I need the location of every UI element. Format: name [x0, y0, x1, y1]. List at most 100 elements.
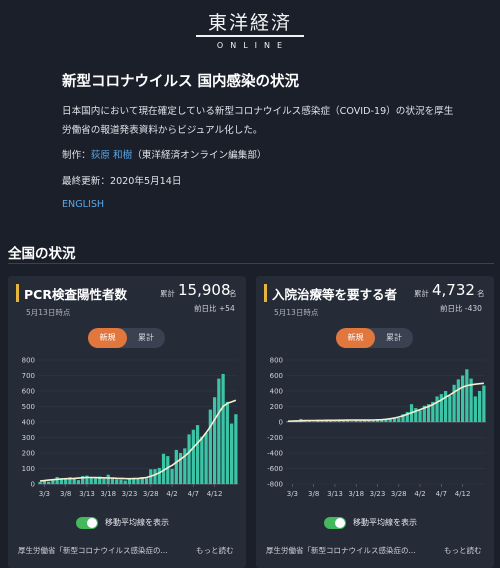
bar[interactable] [439, 394, 443, 422]
bar[interactable] [178, 453, 183, 484]
author-link[interactable]: 荻原 和樹 [90, 150, 133, 161]
moving-average-switch[interactable] [324, 517, 346, 529]
bar[interactable] [59, 478, 64, 484]
bar[interactable] [157, 467, 161, 484]
card-title: 入院治療等を要する者 [272, 287, 398, 302]
read-more-link[interactable]: もっと読む [444, 546, 482, 555]
bar[interactable] [456, 379, 460, 422]
bar[interactable] [106, 474, 110, 484]
bar[interactable] [380, 420, 384, 422]
bar[interactable] [170, 468, 174, 484]
bar[interactable] [64, 478, 68, 484]
bar[interactable] [307, 420, 312, 422]
bar[interactable] [460, 375, 465, 423]
bar[interactable] [333, 421, 337, 422]
y-tick-label: 100 [22, 465, 35, 473]
moving-average-switch[interactable] [76, 517, 98, 529]
bar[interactable] [358, 420, 363, 422]
bar[interactable] [397, 418, 401, 422]
bar[interactable] [47, 481, 51, 484]
bar[interactable] [473, 396, 477, 422]
bar[interactable] [234, 414, 238, 484]
site-logo[interactable]: 東洋経済 ONLINE [0, 12, 500, 52]
bar[interactable] [478, 391, 482, 422]
bar[interactable] [320, 421, 324, 422]
bar[interactable] [363, 420, 367, 422]
bar[interactable] [110, 478, 115, 484]
bar[interactable] [448, 395, 452, 422]
bar[interactable] [183, 448, 187, 484]
bar[interactable] [127, 478, 132, 484]
x-tick-label: 3/8 [308, 490, 319, 498]
bar[interactable] [212, 397, 217, 484]
bar[interactable] [161, 453, 166, 484]
bar[interactable] [42, 480, 46, 484]
bar[interactable] [221, 373, 225, 484]
bar[interactable] [89, 477, 93, 484]
bar[interactable] [119, 479, 123, 484]
bar[interactable] [102, 478, 106, 484]
bar[interactable] [375, 419, 380, 422]
bar[interactable] [401, 414, 405, 422]
bar[interactable] [81, 475, 85, 484]
bar[interactable] [469, 378, 473, 422]
bar[interactable] [346, 420, 350, 422]
bar[interactable] [98, 476, 102, 484]
bar[interactable] [187, 434, 191, 484]
bar[interactable] [465, 369, 469, 422]
bar[interactable] [166, 456, 170, 484]
bar[interactable] [303, 421, 307, 422]
bar[interactable] [153, 469, 157, 484]
bar[interactable] [341, 420, 346, 422]
bar[interactable] [51, 479, 55, 484]
toggle-cumulative-button[interactable]: 累計 [138, 333, 154, 342]
view-toggle: 新規 累計 [336, 328, 413, 348]
toggle-new-button[interactable]: 新規 [336, 328, 375, 348]
bar[interactable] [174, 449, 178, 484]
bar[interactable] [435, 396, 439, 422]
bar[interactable] [329, 420, 333, 422]
bar[interactable] [140, 477, 144, 484]
bar[interactable] [392, 417, 397, 422]
bar[interactable] [388, 419, 392, 422]
bar[interactable] [144, 478, 149, 484]
bar[interactable] [230, 423, 234, 484]
bar[interactable] [426, 404, 431, 422]
bar[interactable] [405, 411, 409, 422]
english-link[interactable]: ENGLISH [62, 199, 105, 210]
bar[interactable] [204, 432, 208, 484]
bar[interactable] [115, 479, 119, 484]
bar[interactable] [68, 477, 72, 484]
bar[interactable] [132, 477, 136, 484]
bar[interactable] [414, 408, 418, 422]
bar[interactable] [367, 420, 371, 422]
bar[interactable] [371, 420, 375, 422]
x-tick-label: 3/3 [39, 490, 50, 498]
bar[interactable] [85, 475, 89, 484]
bar[interactable] [195, 425, 200, 484]
bar[interactable] [55, 477, 59, 484]
bar[interactable] [418, 410, 422, 422]
bar[interactable] [482, 385, 486, 422]
bar[interactable] [76, 480, 81, 484]
read-more-link[interactable]: もっと読む [196, 546, 234, 555]
bar[interactable] [422, 405, 426, 422]
bar[interactable] [38, 481, 42, 484]
bar[interactable] [350, 421, 354, 422]
bar[interactable] [443, 391, 448, 422]
toggle-cumulative-button[interactable]: 累計 [386, 333, 402, 342]
bar[interactable] [136, 478, 140, 484]
bar[interactable] [337, 420, 341, 422]
bar[interactable] [200, 436, 204, 484]
bar[interactable] [208, 409, 212, 484]
bar[interactable] [452, 384, 456, 422]
bar[interactable] [123, 480, 127, 484]
bar[interactable] [191, 429, 195, 484]
bar[interactable] [431, 401, 435, 422]
bar[interactable] [217, 378, 221, 484]
toggle-new-button[interactable]: 新規 [88, 328, 127, 348]
bar[interactable] [72, 477, 76, 484]
bar[interactable] [93, 478, 98, 484]
bar[interactable] [225, 401, 229, 484]
bar[interactable] [384, 418, 388, 422]
